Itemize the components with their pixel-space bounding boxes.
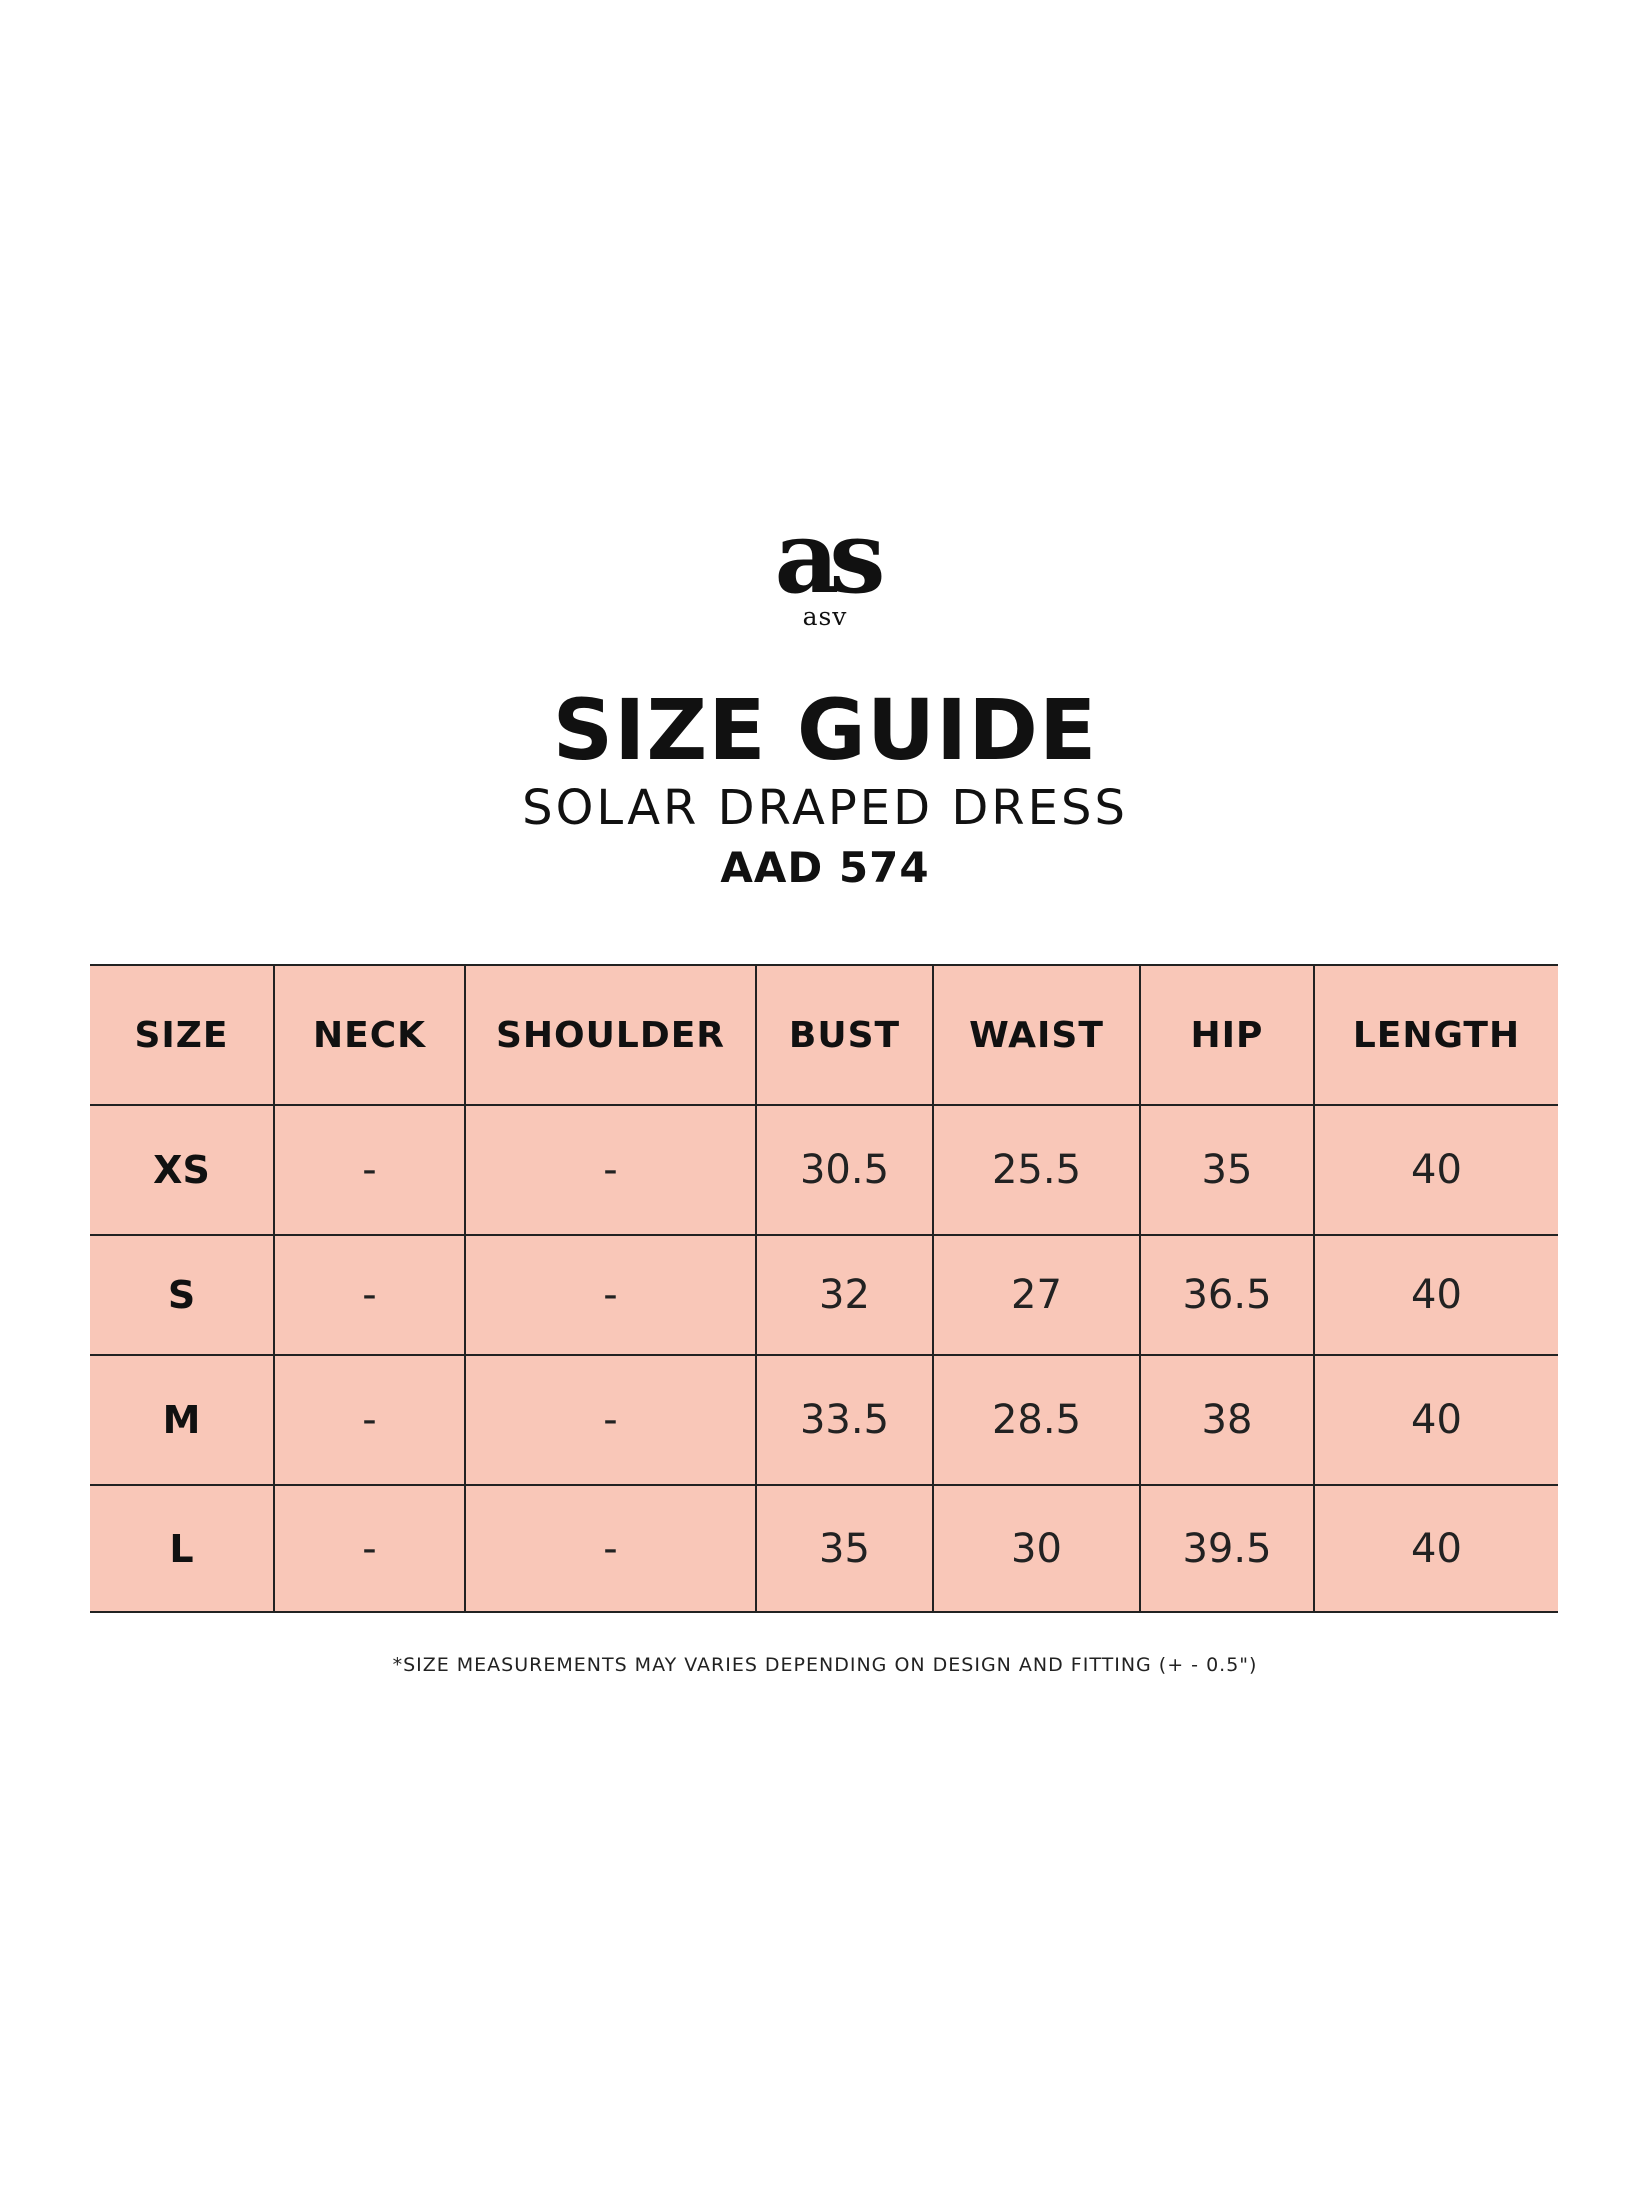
hip-cell: 36.5 xyxy=(1139,1235,1314,1356)
size-cell: M xyxy=(90,1355,274,1486)
size-cell: XS xyxy=(90,1105,274,1236)
shoulder-cell: - xyxy=(464,1485,756,1613)
brand-monogram: as xyxy=(774,512,892,608)
column-header-neck: NECK xyxy=(273,964,465,1106)
shoulder-cell: - xyxy=(464,1355,756,1486)
size-table: SIZE NECK SHOULDER BUST WAIST HIP LENGTH… xyxy=(90,964,1558,1613)
column-header-size: SIZE xyxy=(90,964,274,1106)
bust-cell: 33.5 xyxy=(755,1355,933,1486)
shoulder-cell: - xyxy=(464,1235,756,1356)
table-row: M - - 33.5 28.5 38 40 xyxy=(90,1355,1558,1486)
waist-cell: 27 xyxy=(932,1235,1140,1356)
page-title: SIZE GUIDE xyxy=(552,681,1098,779)
size-cell: S xyxy=(90,1235,274,1356)
waist-cell: 28.5 xyxy=(932,1355,1140,1486)
neck-cell: - xyxy=(273,1485,465,1613)
brand-logo: as asv xyxy=(0,512,1650,632)
column-header-length: LENGTH xyxy=(1313,964,1558,1106)
waist-cell: 25.5 xyxy=(932,1105,1140,1236)
size-cell: L xyxy=(90,1485,274,1613)
shoulder-cell: - xyxy=(464,1105,756,1236)
column-header-hip: HIP xyxy=(1139,964,1314,1106)
bust-cell: 35 xyxy=(755,1485,933,1613)
table-row: L - - 35 30 39.5 40 xyxy=(90,1485,1558,1613)
table-row: S - - 32 27 36.5 40 xyxy=(90,1235,1558,1356)
product-code: AAD 574 xyxy=(720,843,930,892)
table-header-row: SIZE NECK SHOULDER BUST WAIST HIP LENGTH xyxy=(90,964,1558,1106)
length-cell: 40 xyxy=(1313,1355,1558,1486)
waist-cell: 30 xyxy=(932,1485,1140,1613)
hip-cell: 38 xyxy=(1139,1355,1314,1486)
bust-cell: 30.5 xyxy=(755,1105,933,1236)
neck-cell: - xyxy=(273,1105,465,1236)
length-cell: 40 xyxy=(1313,1105,1558,1236)
hip-cell: 39.5 xyxy=(1139,1485,1314,1613)
column-header-waist: WAIST xyxy=(932,964,1140,1106)
neck-cell: - xyxy=(273,1355,465,1486)
brand-wordmark: asv xyxy=(802,602,848,631)
length-cell: 40 xyxy=(1313,1235,1558,1356)
hip-cell: 35 xyxy=(1139,1105,1314,1236)
bust-cell: 32 xyxy=(755,1235,933,1356)
length-cell: 40 xyxy=(1313,1485,1558,1613)
svg-text:as: as xyxy=(774,512,882,608)
table-row: XS - - 30.5 25.5 35 40 xyxy=(90,1105,1558,1236)
column-header-bust: BUST xyxy=(755,964,933,1106)
measurement-note: *SIZE MEASUREMENTS MAY VARIES DEPENDING … xyxy=(392,1654,1258,1676)
neck-cell: - xyxy=(273,1235,465,1356)
column-header-shoulder: SHOULDER xyxy=(464,964,756,1106)
product-name: SOLAR DRAPED DRESS xyxy=(522,780,1128,836)
